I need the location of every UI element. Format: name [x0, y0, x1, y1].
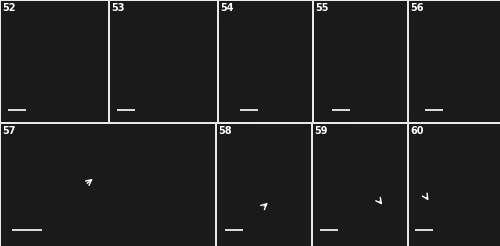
Bar	[218, 0, 312, 122]
Bar	[313, 0, 407, 122]
Bar	[216, 123, 311, 246]
Text: 56: 56	[410, 3, 424, 13]
Text: 59: 59	[314, 126, 328, 136]
Bar	[109, 0, 217, 122]
Text: 57: 57	[2, 126, 16, 136]
Bar	[312, 123, 407, 246]
Bar	[312, 123, 407, 246]
Bar	[0, 0, 108, 122]
Bar	[408, 0, 500, 122]
Text: 55: 55	[315, 3, 328, 13]
Text: 54: 54	[220, 3, 234, 13]
Bar	[0, 0, 108, 122]
Bar	[218, 0, 312, 122]
Bar	[408, 123, 500, 246]
Bar	[0, 123, 215, 246]
Text: 58: 58	[218, 126, 232, 136]
Bar	[408, 123, 500, 246]
Text: 53: 53	[111, 3, 124, 13]
Bar	[216, 123, 311, 246]
Text: 52: 52	[2, 3, 16, 13]
Bar	[313, 0, 407, 122]
Bar	[0, 123, 215, 246]
Text: 60: 60	[410, 126, 424, 136]
Bar	[408, 0, 500, 122]
Bar	[109, 0, 217, 122]
